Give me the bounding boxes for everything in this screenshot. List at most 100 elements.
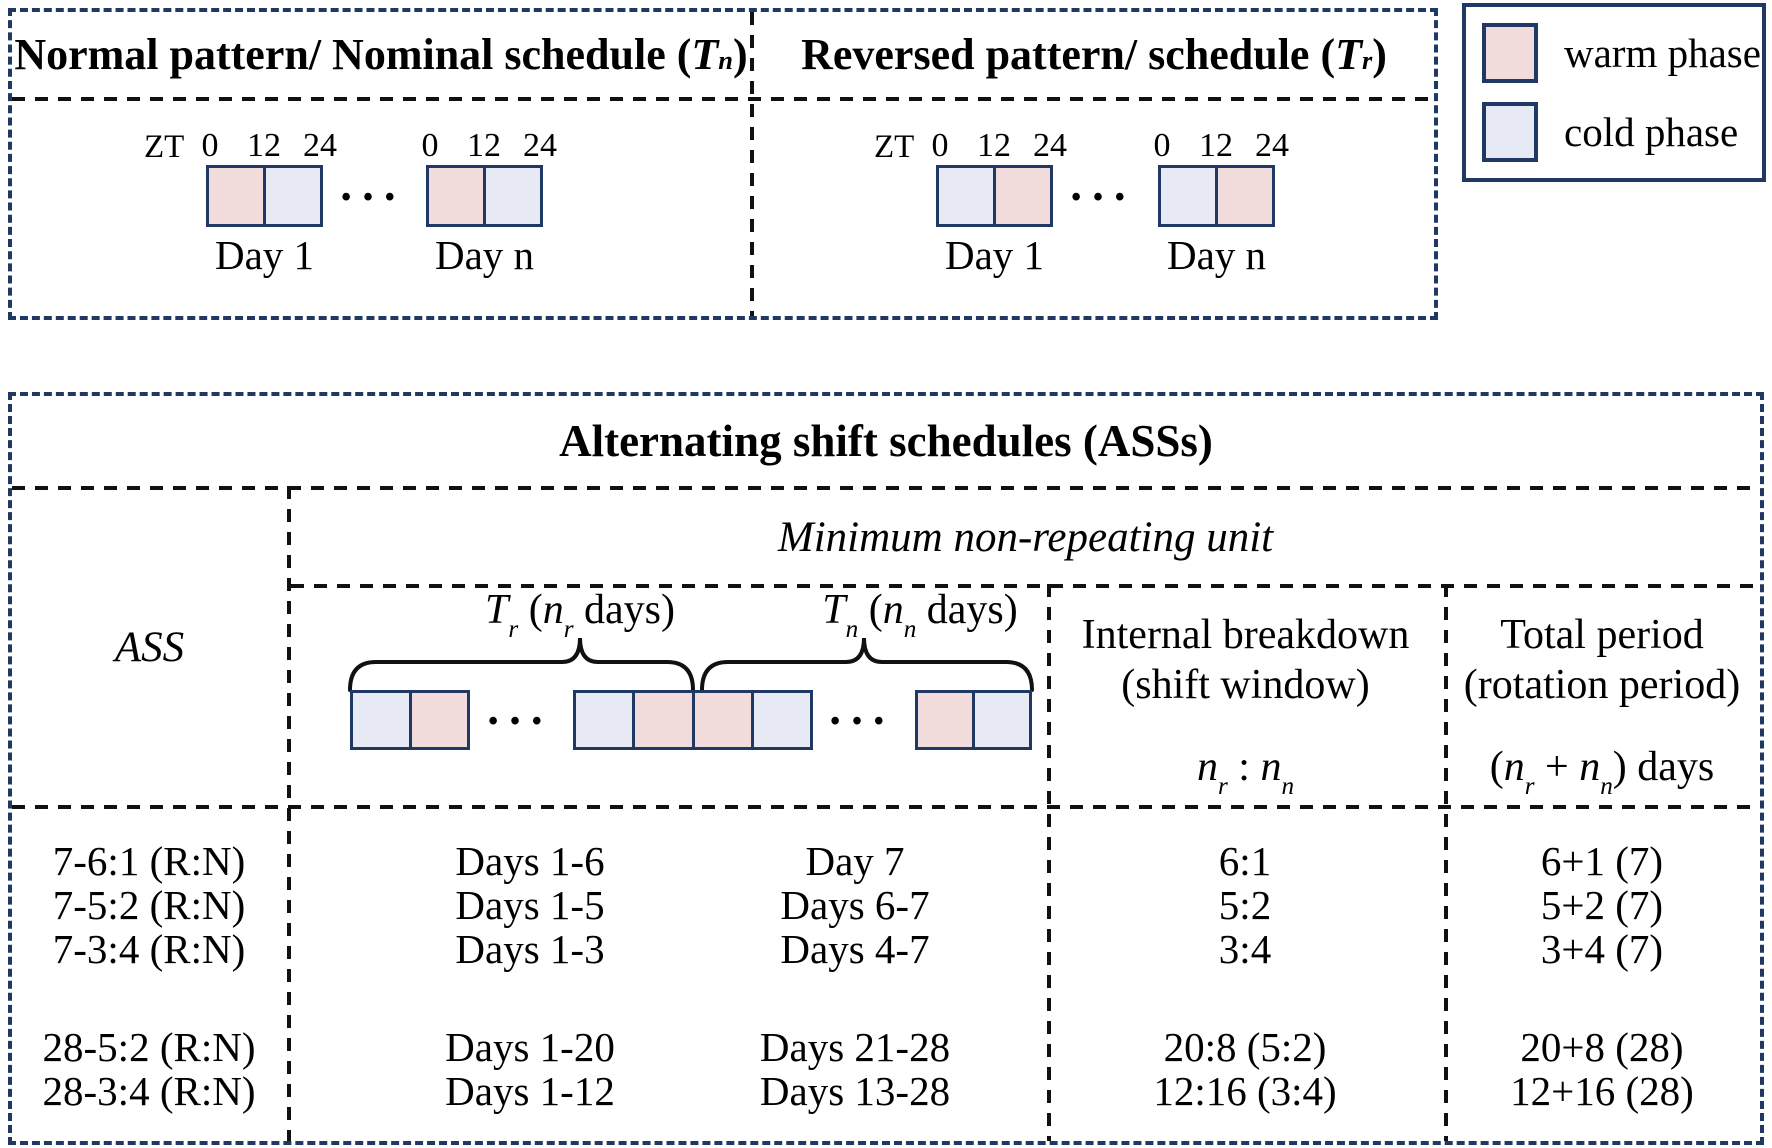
phase-cell	[918, 693, 972, 747]
tick-label: 0	[931, 127, 949, 164]
zt-axis: 0 12 24	[422, 127, 558, 165]
formula-sub2: n	[1281, 773, 1295, 801]
phase-cell	[972, 693, 1029, 747]
internal-breakdown-header: Internal breakdown (shift window) nr : n…	[1047, 584, 1444, 805]
formula-close: ) days	[1612, 744, 1715, 790]
unit-diagram: Tr (nr days) Tn (nn days) ••• •••	[291, 584, 1047, 805]
phase-cell	[1161, 168, 1215, 224]
row-group-28day: 28-5:2 (R:N) Days 1-20 Days 21-28 20:8 (…	[12, 1025, 1760, 1113]
zt-axis-label: ZT	[144, 129, 185, 165]
tick-label: 12	[467, 127, 501, 164]
internal-cell: 12:16 (3:4)	[1153, 1068, 1337, 1114]
header-body-separator	[12, 805, 1760, 809]
table-row: 28-5:2 (R:N) Days 1-20 Days 21-28 20:8 (…	[12, 1025, 1760, 1069]
phase-cell	[353, 693, 409, 747]
ass-table: Alternating shift schedules (ASSs) Minim…	[8, 392, 1764, 1145]
ellipsis-dots: •••	[341, 182, 407, 213]
day-label: Day 1	[944, 232, 1045, 278]
tr-end: days)	[573, 587, 675, 633]
formula-n1: n	[1196, 744, 1218, 790]
phase-cell	[408, 693, 467, 747]
tn-days-cell: Days 6-7	[780, 882, 930, 928]
formula-sub1: r	[1524, 773, 1535, 801]
legend-label: cold phase	[1564, 109, 1739, 156]
tick-label: 12	[247, 127, 281, 164]
day-block	[206, 165, 323, 227]
total-column-separator	[1444, 584, 1448, 1141]
day-block	[426, 165, 543, 227]
tn-days-cell: Days 13-28	[759, 1068, 951, 1114]
tick-label: 24	[303, 127, 337, 164]
total-cell: 12+16 (28)	[1510, 1068, 1694, 1114]
tn-days-cell: Days 21-28	[759, 1024, 951, 1070]
tick-label: 12	[1199, 127, 1233, 164]
cold-phase-swatch	[1482, 102, 1538, 163]
title-separator	[12, 486, 1760, 490]
day1-group: ZT 0 12 24 Day 1	[874, 127, 1067, 279]
tn-end: days)	[916, 587, 1018, 633]
panel-title-separator	[12, 97, 1434, 101]
ass-column-separator	[287, 486, 291, 1141]
header-line: Internal breakdown	[1081, 612, 1410, 658]
legend-item-warm: warm phase	[1466, 22, 1762, 83]
tr-mid: (	[518, 587, 543, 633]
dayn-group: 0 12 24 Day n	[1154, 127, 1290, 279]
title-symbol: T	[1335, 30, 1362, 79]
total-cell: 5+2 (7)	[1540, 882, 1664, 928]
total-formula: (nr + nn) days	[1444, 742, 1760, 800]
zt-axis: ZT 0 12 24	[144, 127, 337, 165]
phase-cell	[483, 168, 540, 224]
phase-cell	[939, 168, 993, 224]
phase-cell	[993, 168, 1050, 224]
header-line: (rotation period)	[1463, 662, 1741, 708]
day-label: Day n	[1166, 232, 1267, 278]
ellipsis-dots: •••	[830, 706, 896, 737]
ellipsis-dots: •••	[488, 706, 554, 737]
total-period-header: Total period (rotation period) (nr + nn)…	[1444, 584, 1760, 805]
internal-formula: nr : nn	[1047, 742, 1444, 800]
zt-axis: ZT 0 12 24	[874, 127, 1067, 165]
tn-mid: (	[858, 587, 883, 633]
panel-vertical-separator	[750, 12, 754, 316]
phase-cell	[209, 168, 263, 224]
row-group-spacer	[12, 971, 1760, 1025]
tn-symbol: T	[822, 587, 846, 633]
table-title: Alternating shift schedules (ASSs)	[559, 416, 1213, 466]
formula-open: (	[1489, 744, 1504, 790]
tr-brace-label: Tr (nr days)	[485, 586, 675, 643]
ass-column-header: ASS	[114, 624, 185, 671]
tr-n: n	[542, 587, 564, 633]
title-symbol: T	[691, 30, 719, 79]
tick-label: 12	[977, 127, 1011, 164]
tn-days-cell: Days 4-7	[780, 926, 930, 972]
phase-cell	[429, 168, 483, 224]
ellipsis-dots: •••	[1071, 182, 1137, 213]
header-line: Total period	[1500, 612, 1704, 658]
tr-symbol-sub: r	[508, 616, 519, 644]
total-cell: 6+1 (7)	[1540, 838, 1664, 884]
internal-cell: 6:1	[1218, 838, 1272, 884]
tick-label: 24	[1255, 127, 1289, 164]
legend-label: warm phase	[1564, 29, 1761, 76]
dayn-group: 0 12 24 Day n	[422, 127, 558, 279]
tr-symbol: T	[485, 587, 509, 633]
table-row: 28-3:4 (R:N) Days 1-12 Days 13-28 12:16 …	[12, 1069, 1760, 1113]
tn-days-cell: Day 7	[805, 838, 905, 884]
day1-group: ZT 0 12 24 Day 1	[144, 127, 337, 279]
legend-item-cold: cold phase	[1466, 102, 1762, 163]
day-block	[936, 165, 1053, 227]
title-close: )	[732, 30, 748, 79]
total-cell: 3+4 (7)	[1540, 926, 1664, 972]
title-close: )	[1372, 30, 1387, 79]
table-row: 7-5:2 (R:N) Days 1-5 Days 6-7 5:2 5+2 (7…	[12, 883, 1760, 927]
internal-cell: 20:8 (5:2)	[1163, 1024, 1327, 1070]
internal-column-separator	[1047, 584, 1051, 1141]
tr-n-sub: r	[563, 616, 574, 644]
tn-brace-label: Tn (nn days)	[822, 586, 1018, 643]
formula-operator: +	[1534, 744, 1580, 790]
tr-days-cell: Days 1-20	[445, 1024, 615, 1070]
